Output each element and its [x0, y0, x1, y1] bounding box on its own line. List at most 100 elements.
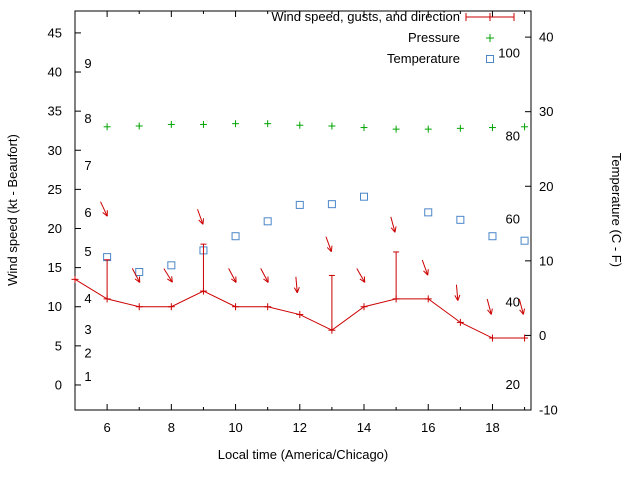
y-left-tick-label: 35	[48, 104, 62, 119]
legend-samples	[465, 13, 515, 63]
y-right-tick-label: -10	[539, 403, 558, 418]
y-right-tick-label: 0	[539, 328, 546, 343]
x-tick-label: 16	[421, 420, 435, 435]
temperature-point	[488, 232, 497, 241]
wind-direction-arrow	[518, 298, 525, 315]
temperature-series	[103, 192, 529, 277]
wind-direction-arrow	[390, 216, 397, 233]
x-tick-label: 14	[357, 420, 371, 435]
legend-sample-pressure	[486, 34, 494, 42]
wind-point	[488, 334, 496, 342]
temperature-point	[231, 232, 240, 241]
fahrenheit-scale-label: 40	[506, 294, 520, 309]
pressure-point	[232, 120, 240, 128]
pressure-point	[296, 121, 304, 129]
wind-point	[424, 295, 432, 303]
y-left-axis-title: Wind speed (kt - Beaufort)	[5, 134, 20, 286]
beaufort-scale-label: 3	[84, 322, 91, 337]
pressure-point	[103, 123, 111, 131]
pressure-point	[360, 124, 368, 132]
beaufort-scale-label: 7	[84, 158, 91, 173]
x-tick-label: 18	[485, 420, 499, 435]
temperature-point	[327, 200, 336, 209]
y-right-tick-label: 30	[539, 104, 553, 119]
wind-point	[135, 303, 143, 311]
wind-point	[296, 311, 304, 319]
y-right-tick-label: 40	[539, 30, 553, 45]
x-axis-title: Local time (America/Chicago)	[218, 447, 389, 462]
wind-point	[456, 318, 464, 326]
legend-label-wind: Wind speed, gusts, and direction	[271, 9, 460, 24]
beaufort-scale-label: 2	[84, 346, 91, 361]
temperature-point	[360, 192, 369, 201]
y-left-tick-label: 15	[48, 260, 62, 275]
wind-direction-arrow	[293, 276, 300, 294]
wind-direction-arrow	[100, 201, 108, 217]
x-tick-label: 10	[228, 420, 242, 435]
x-tick-label: 6	[103, 420, 110, 435]
y-right-tick-label: 20	[539, 179, 553, 194]
beaufort-scale-label: 6	[84, 205, 91, 220]
wind-direction-arrow	[421, 259, 429, 276]
fahrenheit-scale-label: 20	[506, 377, 520, 392]
wind-direction-arrow	[486, 298, 493, 315]
fahrenheit-scale-label: 60	[506, 211, 520, 226]
wind-point	[167, 303, 175, 311]
temperature-point	[456, 215, 465, 224]
pressure-point	[167, 120, 175, 128]
wind-gust-bar	[328, 274, 335, 331]
temperature-point	[167, 261, 176, 270]
pressure-point	[199, 120, 207, 128]
pressure-point	[264, 120, 272, 128]
wind-direction-arrow	[325, 236, 333, 253]
temperature-point	[295, 200, 304, 209]
fahrenheit-scale-label: 80	[506, 129, 520, 144]
y-right-axis-title: Temperature (C - F)	[609, 153, 624, 267]
pressure-series	[103, 120, 529, 133]
pressure-point	[456, 124, 464, 132]
temperature-point	[135, 268, 144, 277]
wind-speed-series	[71, 243, 529, 342]
beaufort-scale-label: 5	[84, 244, 91, 259]
temperature-point	[520, 236, 529, 245]
pressure-point	[328, 122, 336, 130]
wind-direction-arrow	[131, 268, 141, 283]
fahrenheit-scale-label: 100	[498, 46, 520, 61]
temperature-point	[263, 217, 272, 226]
y-left-tick-label: 45	[48, 25, 62, 40]
y-left-tick-label: 30	[48, 143, 62, 158]
plot-border	[74, 10, 532, 411]
wind-point	[232, 303, 240, 311]
wind-direction-arrow	[260, 268, 269, 283]
y-left-tick-label: 10	[48, 299, 62, 314]
pressure-point	[392, 125, 400, 133]
wind-direction-arrow	[163, 268, 173, 283]
y-left-tick-label: 20	[48, 221, 62, 236]
wind-gust-bar	[104, 259, 111, 299]
y-left-tick-label: 5	[55, 338, 62, 353]
legend-sample-wind	[465, 13, 515, 21]
y-right-tick-label: 10	[539, 253, 553, 268]
beaufort-scale-label: 1	[84, 369, 91, 384]
wind-point	[360, 303, 368, 311]
wind-point	[521, 334, 529, 342]
wind-point	[71, 275, 79, 283]
y-left-tick-label: 25	[48, 182, 62, 197]
pressure-point	[521, 123, 529, 131]
pressure-point	[135, 122, 143, 130]
wind-direction-arrow	[356, 268, 366, 283]
pressure-point	[488, 124, 496, 132]
x-tick-label: 12	[293, 420, 307, 435]
y-left-tick-label: 0	[55, 377, 62, 392]
beaufort-scale-label: 8	[84, 111, 91, 126]
beaufort-scale-label: 4	[84, 291, 91, 306]
beaufort-scale-label: 9	[84, 56, 91, 71]
legend-label-pressure: Pressure	[408, 30, 460, 45]
x-tick-label: 8	[168, 420, 175, 435]
wind-direction-series	[100, 201, 525, 315]
wind-direction-arrow	[197, 209, 204, 225]
wind-gust-bar	[200, 243, 207, 292]
legend-sample-temperature	[486, 55, 494, 63]
